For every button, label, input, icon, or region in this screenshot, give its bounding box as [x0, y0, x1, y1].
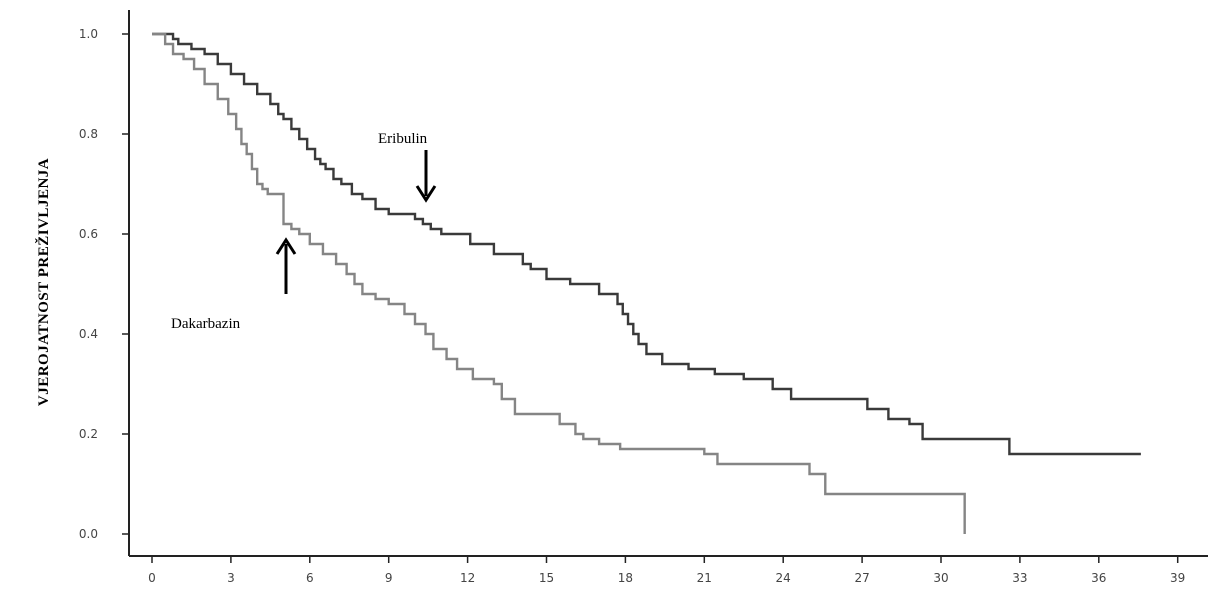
series-line-eribulin	[152, 32, 1141, 456]
x-tick-label: 6	[306, 571, 314, 585]
axes	[128, 10, 1208, 557]
x-tick-label: 9	[385, 571, 393, 585]
y-tick-label: 0.0	[79, 527, 98, 541]
x-tick-label: 0	[148, 571, 156, 585]
y-tick-label: 0.4	[79, 327, 98, 341]
arrow-dakarbazin-head	[275, 237, 297, 255]
x-tick-label: 27	[854, 571, 869, 585]
annotation-dakarbazin: Dakarbazin	[171, 316, 241, 332]
x-tick-label: 12	[460, 571, 475, 585]
y-tick-label: 0.2	[79, 427, 98, 441]
series-lines	[152, 32, 1141, 534]
y-tick-label: 0.8	[79, 127, 98, 141]
x-tick-label: 33	[1012, 571, 1027, 585]
y-tick-label: 0.6	[79, 227, 98, 241]
x-tick-label: 3	[227, 571, 235, 585]
arrow-eribulin-head	[415, 185, 437, 203]
series-line-dakarbazin	[152, 32, 966, 534]
annotation-eribulin: Eribulin	[378, 131, 428, 147]
x-tick-label: 30	[933, 571, 948, 585]
y-axis-label: VJEROJATNOST PREŽIVLJENJA	[35, 158, 52, 406]
x-tick-label: 21	[697, 571, 712, 585]
annotation-arrows	[275, 150, 437, 294]
axis-ticks: 0 3 6 9 12 15 18 21 24 27 30 33 36 390.00.20.40.60.81…	[79, 27, 1185, 585]
x-tick-label: 24	[776, 571, 791, 585]
y-tick-label: 1.0	[79, 27, 98, 41]
x-tick-label: 36	[1091, 571, 1106, 585]
x-tick-label: 18	[618, 571, 633, 585]
x-tick-label: 39	[1170, 571, 1185, 585]
x-tick-label: 15	[539, 571, 554, 585]
